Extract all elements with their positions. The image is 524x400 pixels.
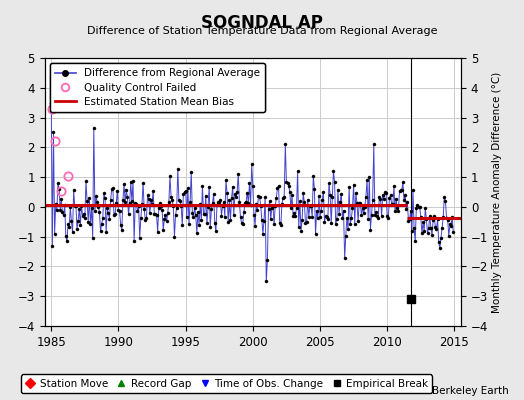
Legend: Difference from Regional Average, Quality Control Failed, Estimated Station Mean: Difference from Regional Average, Qualit… [50,63,265,112]
Text: SOGNDAL AP: SOGNDAL AP [201,14,323,32]
Legend: Station Move, Record Gap, Time of Obs. Change, Empirical Break: Station Move, Record Gap, Time of Obs. C… [21,374,432,393]
Y-axis label: Monthly Temperature Anomaly Difference (°C): Monthly Temperature Anomaly Difference (… [493,71,503,313]
Text: Berkeley Earth: Berkeley Earth [432,386,508,396]
Text: Difference of Station Temperature Data from Regional Average: Difference of Station Temperature Data f… [87,26,437,36]
